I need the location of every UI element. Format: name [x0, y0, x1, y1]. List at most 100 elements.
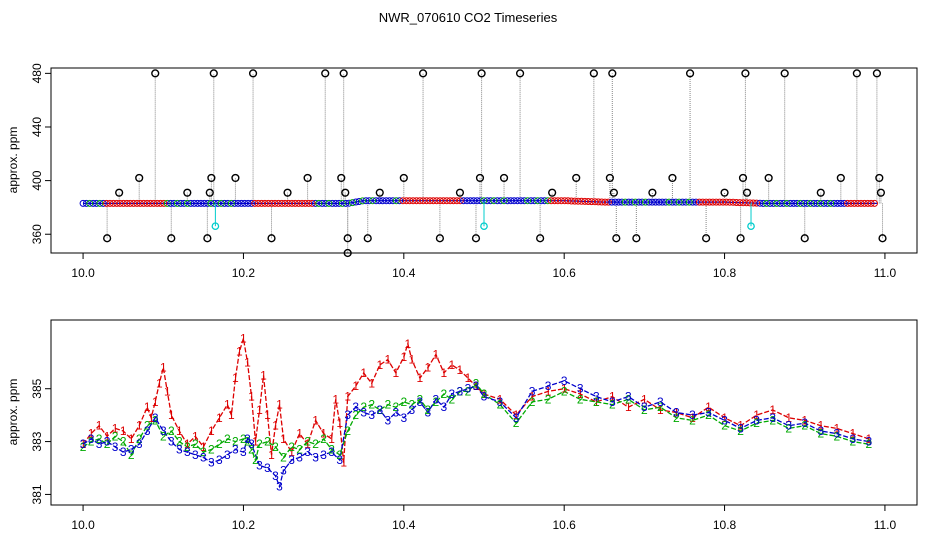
baseline-point [483, 197, 491, 205]
series-3-marker: 3 [785, 419, 792, 433]
x-tick-label: 10.6 [553, 266, 577, 280]
y-tick-label: 440 [30, 117, 44, 137]
series-1-marker: 1 [753, 408, 760, 422]
series-1-marker: 1 [184, 437, 191, 451]
baseline-point [759, 199, 767, 207]
series-2-marker: 2 [577, 392, 584, 406]
series-2-marker: 2 [449, 392, 456, 406]
series-3-marker: 3 [513, 411, 520, 425]
flag-point [341, 188, 350, 197]
baseline-point [99, 199, 107, 207]
flag-point [399, 173, 408, 183]
series-1-marker: 1 [256, 403, 263, 417]
baseline-point [237, 199, 245, 207]
baseline-point [611, 198, 619, 206]
baseline-point [628, 198, 636, 206]
baseline-point [133, 199, 141, 207]
baseline-point [170, 199, 178, 207]
baseline-point [588, 198, 596, 206]
series-1-marker: 1 [156, 376, 163, 390]
flag-point [800, 234, 809, 243]
series-3-marker: 3 [850, 432, 857, 446]
series-1-marker: 1 [545, 384, 552, 398]
series-1-marker: 1 [705, 400, 712, 414]
baseline-point [692, 198, 700, 206]
baseline-point [820, 199, 828, 207]
flag-point [685, 69, 695, 78]
series-1-marker: 1 [737, 419, 744, 433]
baseline-point [514, 197, 521, 205]
top-plot-frame [50, 67, 918, 254]
baseline-point [234, 199, 242, 207]
baseline-point [79, 199, 87, 207]
series-3-marker: 3 [425, 406, 432, 420]
flag-point [205, 188, 214, 197]
baseline-point [503, 197, 511, 205]
series-1-marker: 1 [264, 408, 271, 422]
baseline-point [699, 198, 707, 206]
series-2-marker: 2 [473, 376, 480, 390]
series-2-marker: 2 [400, 395, 407, 409]
series-3-marker: 3 [481, 390, 488, 404]
baseline-point [608, 198, 616, 206]
baseline-point [544, 197, 552, 205]
series-3-marker: 3 [200, 450, 207, 464]
series-1-marker: 1 [232, 371, 239, 385]
baseline-point [177, 199, 185, 207]
baseline-point [345, 199, 353, 207]
series-1-marker: 1 [164, 384, 171, 398]
flag-point [167, 234, 176, 243]
baseline-point [857, 199, 865, 207]
baseline-point [530, 197, 538, 205]
baseline-point [655, 198, 663, 206]
baseline-point [652, 198, 660, 206]
series-2-marker: 2 [866, 437, 873, 451]
flag-point [231, 173, 240, 183]
flag-point [375, 188, 384, 197]
series-3-marker: 3 [593, 390, 600, 404]
flag-point [609, 188, 619, 197]
series-3-line [82, 380, 870, 489]
series-1-marker: 1 [168, 408, 175, 422]
flag-point [536, 234, 545, 243]
series-3-marker: 3 [449, 387, 456, 401]
baseline-point [210, 199, 218, 207]
series-3-marker: 3 [168, 435, 175, 449]
series-3-marker: 3 [673, 406, 680, 420]
series-1-marker: 1 [721, 411, 728, 425]
series-2-marker: 2 [441, 387, 448, 401]
series-3-marker: 3 [88, 432, 95, 446]
baseline-point [517, 197, 525, 205]
baseline-point [416, 197, 424, 205]
baseline-point [604, 198, 612, 206]
flag-point [248, 69, 258, 78]
baseline-point [790, 199, 798, 207]
series-1-marker: 1 [328, 432, 335, 446]
baseline-point [103, 199, 111, 207]
baseline-point [106, 199, 114, 207]
series-2-marker: 2 [240, 432, 247, 446]
baseline-point [864, 199, 872, 207]
baseline-point [854, 199, 862, 207]
baseline-point [736, 199, 744, 207]
series-3-marker: 3 [128, 443, 135, 457]
flag-point [589, 69, 598, 78]
series-1-marker: 1 [577, 387, 584, 401]
series-2-marker: 2 [248, 443, 255, 457]
baseline-point [702, 198, 710, 206]
baseline-point [325, 199, 333, 207]
baseline-point [834, 199, 841, 207]
baseline-point [153, 199, 161, 207]
flag-point [608, 69, 617, 78]
flag-point [878, 234, 887, 243]
baseline-point [739, 199, 747, 207]
top-flag-points [103, 69, 887, 258]
series-1-marker: 1 [417, 371, 424, 385]
series-3-marker: 3 [96, 437, 103, 451]
baseline-point [382, 197, 390, 205]
baseline-point [541, 197, 548, 205]
baseline-point [96, 199, 104, 207]
series-2-marker: 2 [208, 443, 215, 457]
baseline-point [510, 197, 518, 205]
series-2-marker: 2 [609, 398, 616, 412]
